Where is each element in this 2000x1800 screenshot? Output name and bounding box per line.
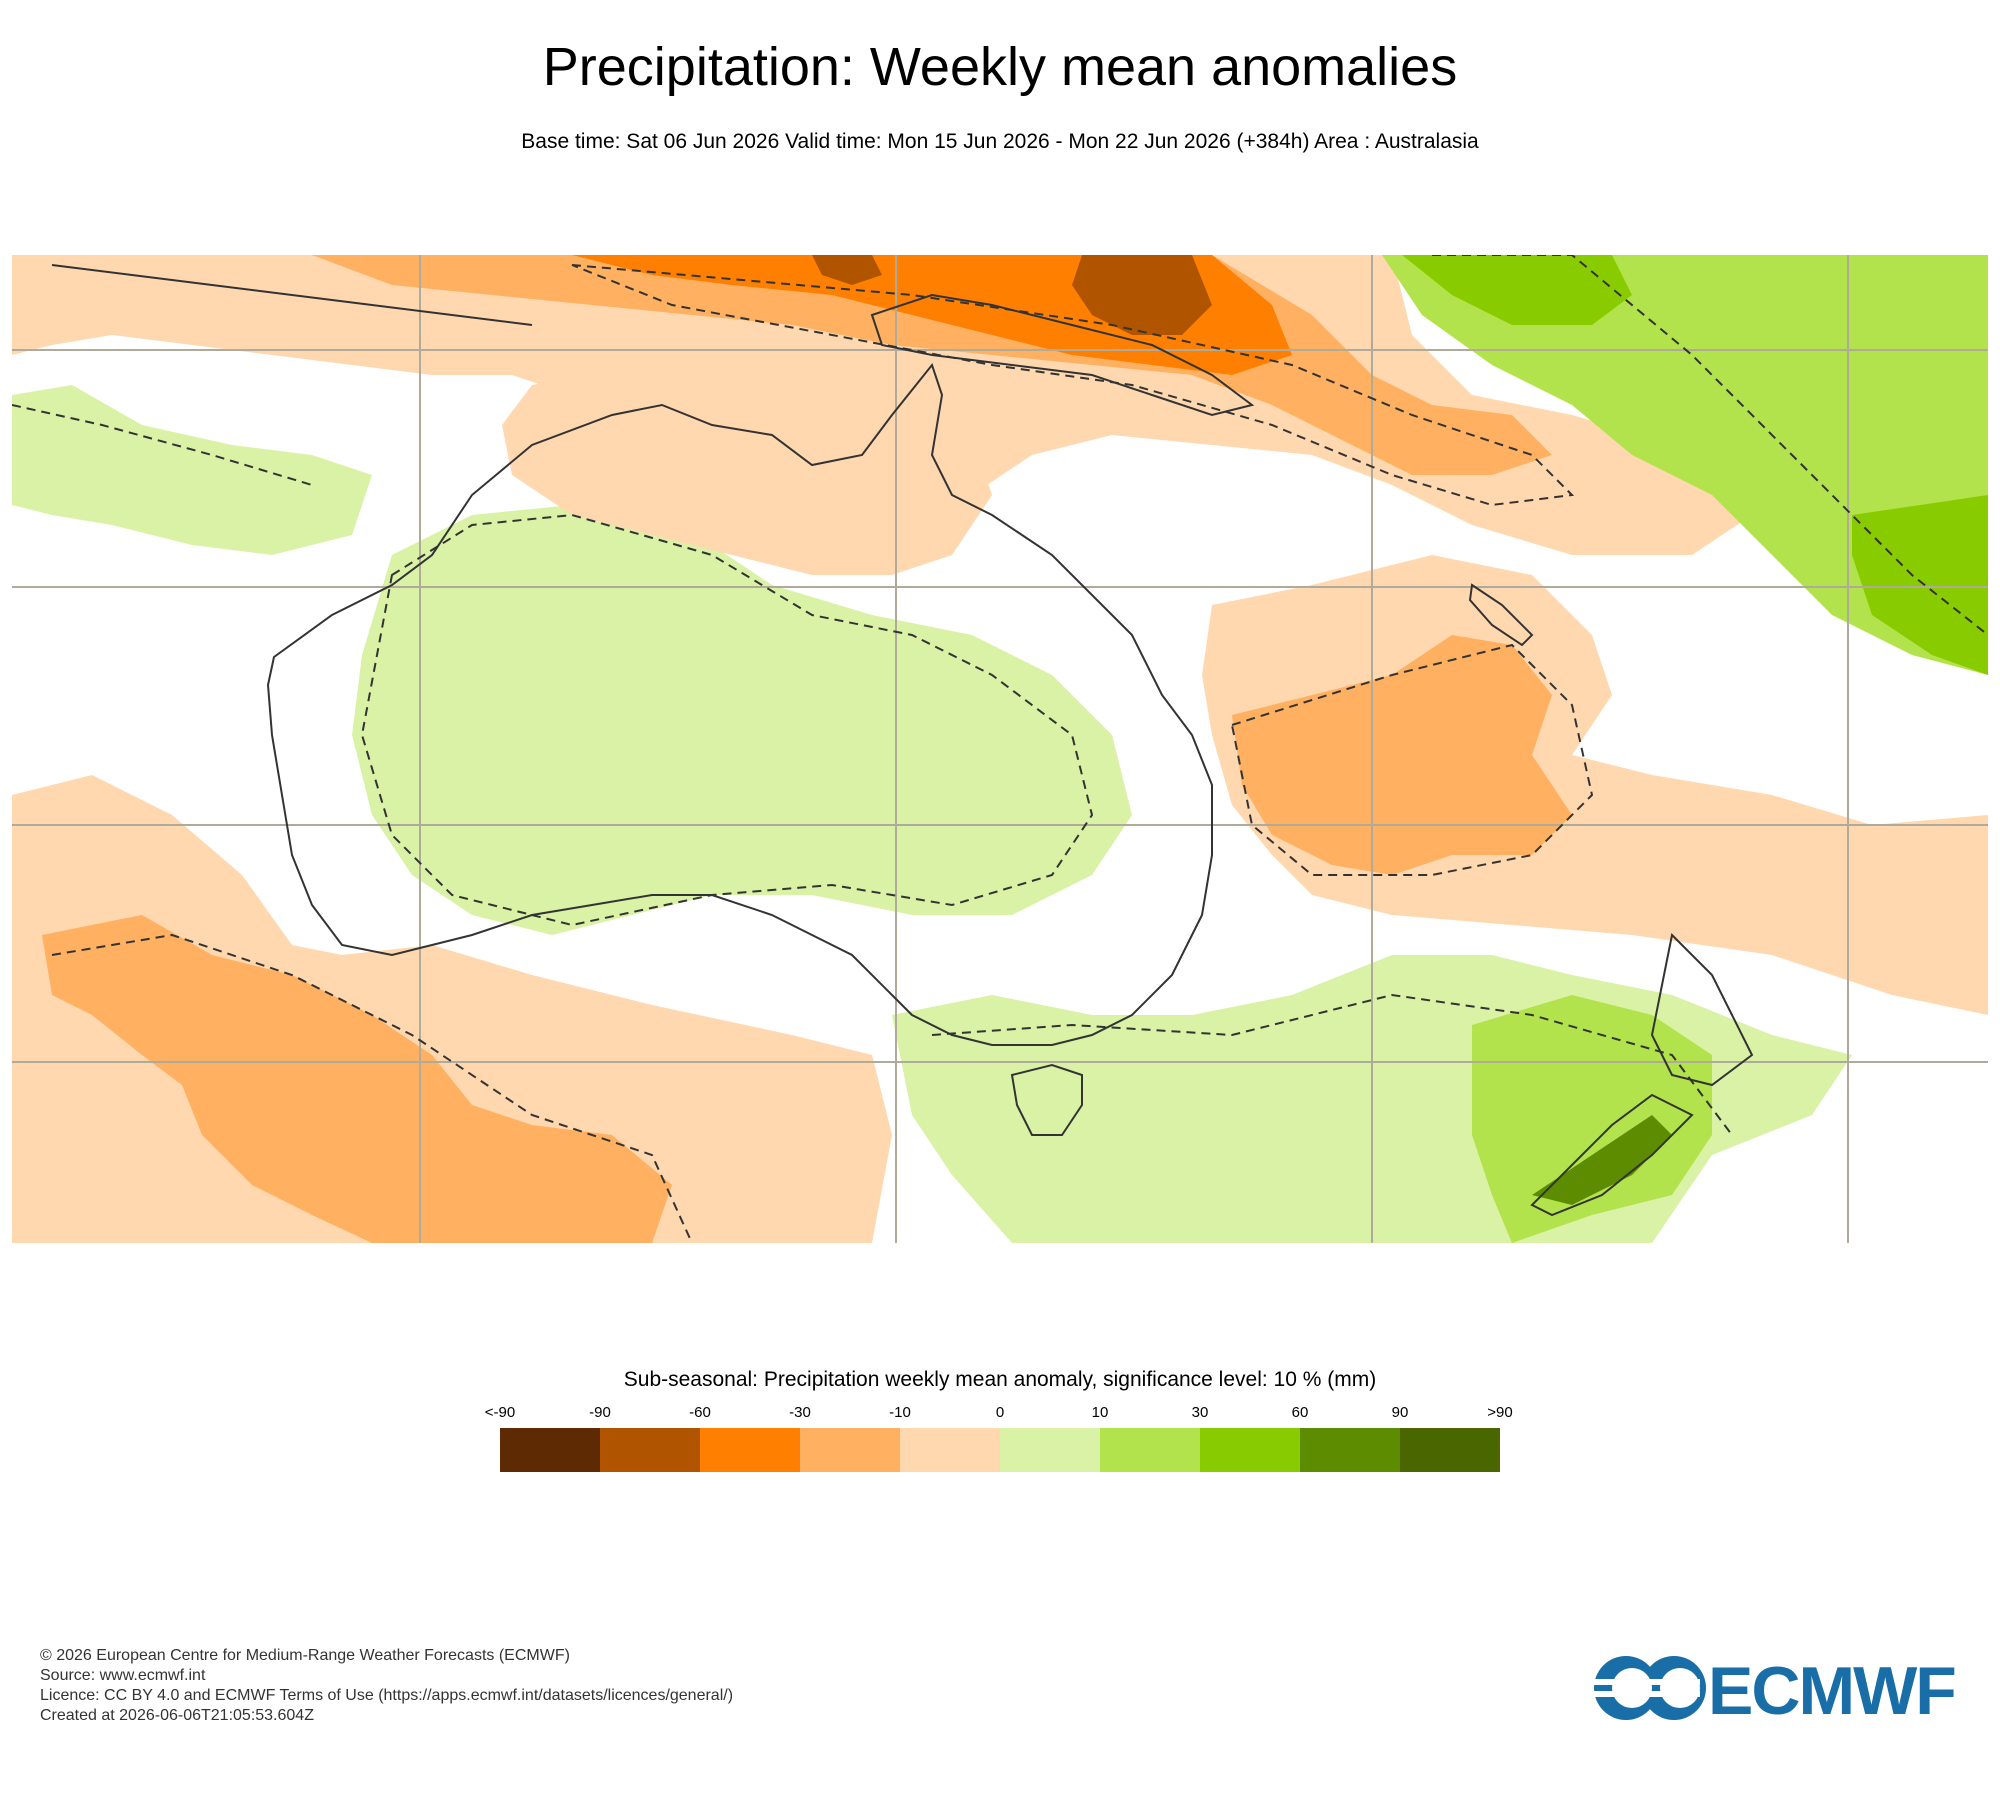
significance-contour xyxy=(571,264,1575,507)
significance-contour xyxy=(51,933,693,1243)
legend-swatch xyxy=(900,1428,1000,1472)
legend-swatch xyxy=(1300,1428,1400,1472)
anomaly-region-north-extreme-2 xyxy=(812,255,882,285)
footer-created: Created at 2026-06-06T21:05:53.604Z xyxy=(40,1707,314,1724)
anomaly-region-west-pacific-core xyxy=(1402,255,1632,325)
anomaly-region-tasman-core xyxy=(1232,635,1572,875)
ecmwf-logo-text: ECMWF xyxy=(1708,1653,1955,1724)
legend-swatch xyxy=(700,1428,800,1472)
legend-label: 90 xyxy=(1391,1404,1409,1421)
legend-label: <-90 xyxy=(484,1404,516,1421)
precipitation-anomaly-map xyxy=(12,255,1988,1243)
coastlines xyxy=(51,264,1754,1217)
legend-label: 30 xyxy=(1191,1404,1209,1421)
footer-licence: Licence: CC BY 4.0 and ECMWF Terms of Us… xyxy=(40,1687,734,1704)
legend-color-bar xyxy=(500,1428,1500,1472)
australia-coastline xyxy=(266,362,1213,1046)
footer-credits: © 2026 European Centre for Medium-Range … xyxy=(40,1646,733,1726)
legend-label: -90 xyxy=(589,1404,611,1421)
significance-contour xyxy=(12,404,313,486)
legend-label: 10 xyxy=(1091,1404,1109,1421)
legend-label: -10 xyxy=(889,1404,911,1421)
significance-contour xyxy=(360,513,1094,927)
anomaly-region-west-pacific xyxy=(1382,255,1988,675)
new-zealand-north-coastline xyxy=(1650,932,1754,1087)
anomaly-region-nz-strong xyxy=(1532,1115,1672,1205)
tasmania-coastline xyxy=(1010,1063,1083,1136)
anomaly-region-east-pacific-core xyxy=(1852,495,1988,675)
legend-swatch xyxy=(800,1428,900,1472)
legend-swatch xyxy=(1000,1428,1100,1472)
legend-labels: <-90 -90 -60 -30 -10 0 10 30 60 90 >90 xyxy=(0,1404,2000,1424)
anomaly-region-north-extreme xyxy=(1072,255,1212,335)
anomaly-region-north-australia xyxy=(502,355,992,575)
chart-subtitle: Base time: Sat 06 Jun 2026 Valid time: M… xyxy=(521,130,1479,153)
legend-swatch xyxy=(1400,1428,1500,1472)
significance-contour xyxy=(931,993,1733,1136)
legend-label: -60 xyxy=(689,1404,711,1421)
significance-contour xyxy=(1432,255,1988,636)
anomaly-region-west-green xyxy=(12,385,372,555)
new-caledonia-coastline xyxy=(1468,583,1534,647)
new-zealand-south-coastline xyxy=(1530,1093,1694,1217)
ecmwf-logo: ECMWF xyxy=(1590,1653,1957,1724)
legend-label: 0 xyxy=(995,1404,1005,1421)
legend-label: 60 xyxy=(1291,1404,1309,1421)
legend-label: -30 xyxy=(789,1404,811,1421)
legend-swatch xyxy=(500,1428,600,1472)
new-guinea-coastline xyxy=(870,293,1255,417)
anomaly-region-nz-green xyxy=(1472,995,1712,1243)
legend-swatch xyxy=(600,1428,700,1472)
anomaly-region-central-australia xyxy=(352,505,1132,935)
footer-source: Source: www.ecmwf.int xyxy=(40,1667,206,1684)
significance-contour xyxy=(1230,643,1594,876)
anomaly-region-sw-ocean-core xyxy=(42,915,672,1243)
legend-label: >90 xyxy=(1487,1404,1513,1421)
legend-title: Sub-seasonal: Precipitation weekly mean … xyxy=(623,1368,1377,1391)
indonesia-coastline xyxy=(51,264,533,326)
legend-swatch xyxy=(1100,1428,1200,1472)
significance-contours xyxy=(12,255,1988,1243)
graticule xyxy=(12,255,1988,1243)
footer-copyright: © 2026 European Centre for Medium-Range … xyxy=(40,1647,570,1664)
legend-swatch xyxy=(1200,1428,1300,1472)
chart-title: Precipitation: Weekly mean anomalies xyxy=(542,37,1458,97)
anomaly-region-tasman xyxy=(1202,555,1988,1015)
